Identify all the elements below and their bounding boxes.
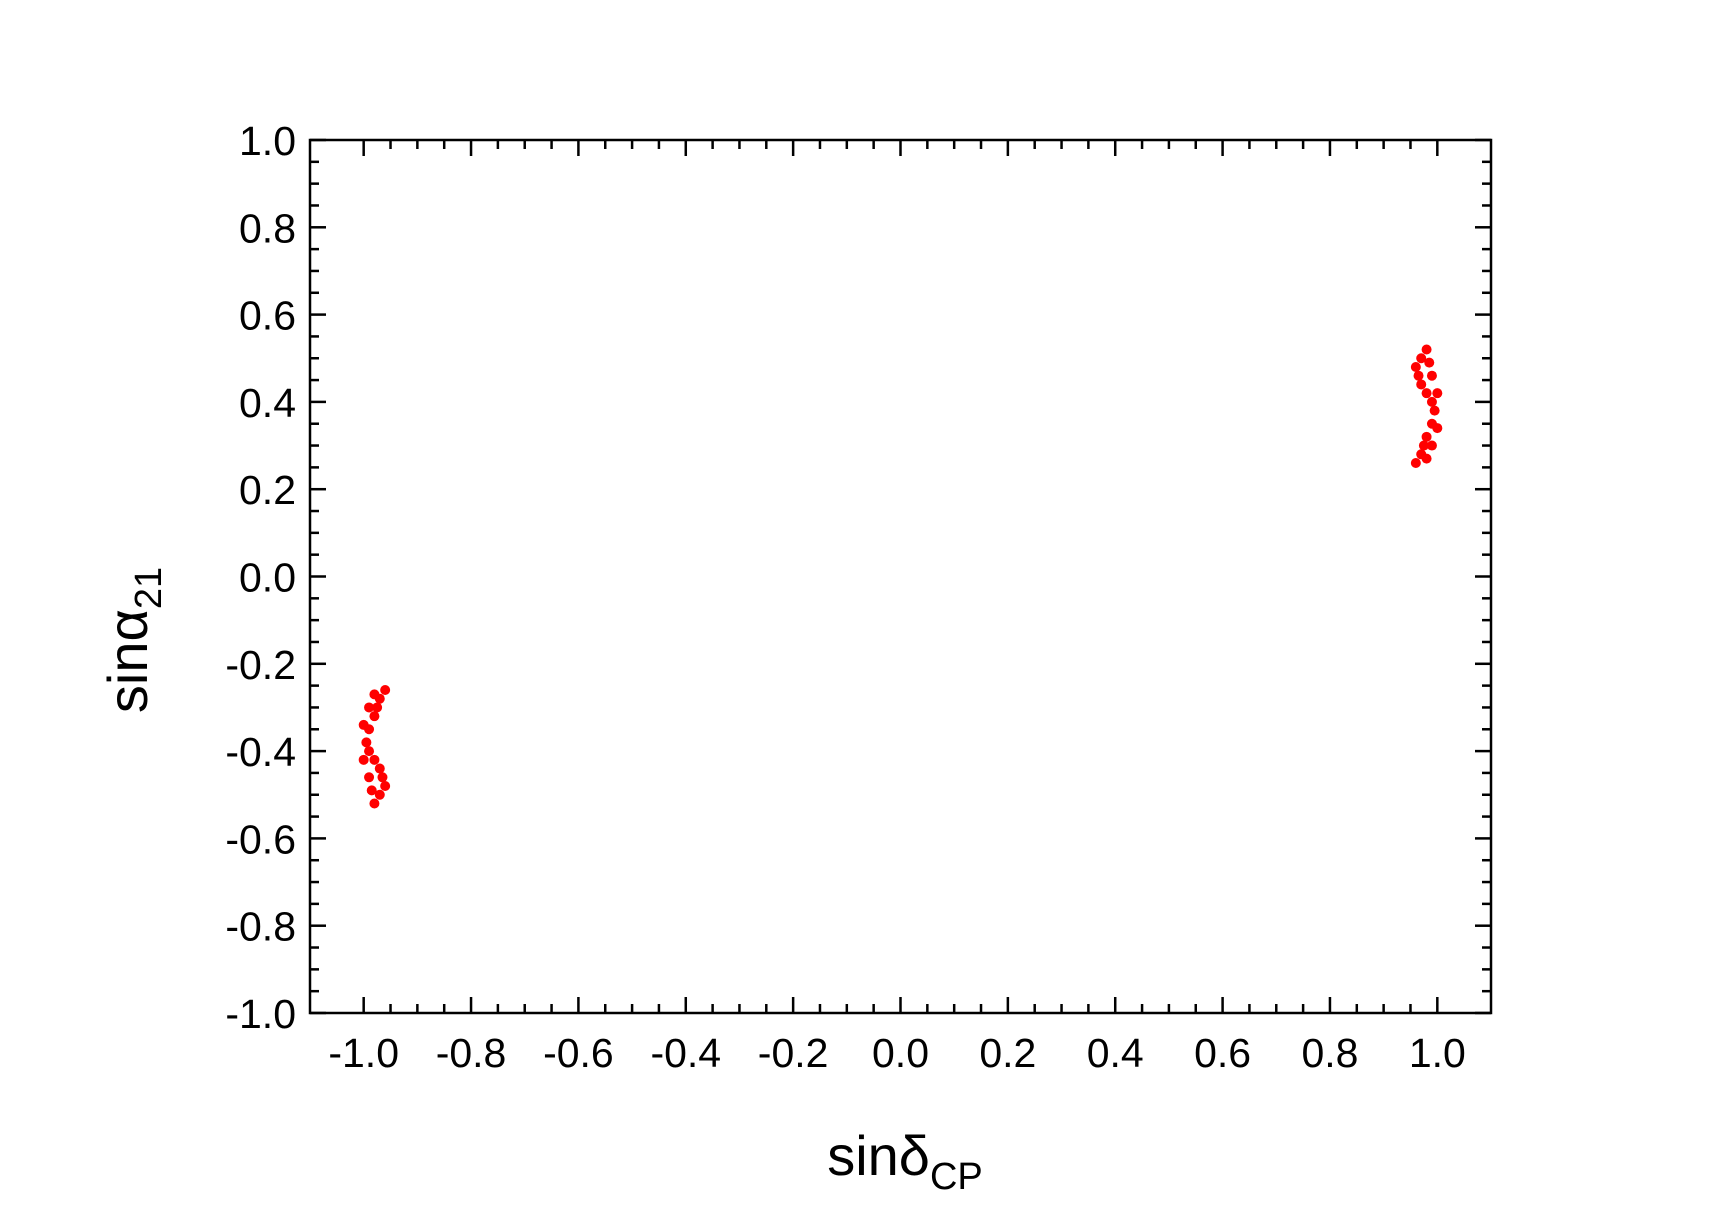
point (1416, 379, 1427, 390)
y-tick-label: -0.6 (225, 816, 296, 862)
point (1426, 396, 1437, 407)
point (380, 781, 391, 792)
point (364, 702, 375, 713)
point (1421, 344, 1432, 355)
point (361, 737, 372, 748)
point (1432, 388, 1443, 399)
point (1410, 361, 1421, 372)
point (1421, 453, 1432, 464)
plot-frame (308, 138, 1493, 1015)
point (374, 789, 385, 800)
x-tick-label: -0.4 (650, 1030, 721, 1076)
x-tick-label: -1.0 (328, 1030, 399, 1076)
x-tick-label: 0.4 (1087, 1030, 1144, 1076)
y-tick-label: -0.4 (225, 729, 296, 775)
point (369, 798, 380, 809)
point (366, 785, 377, 796)
point (369, 711, 380, 722)
x-tick-label: 0.2 (979, 1030, 1036, 1076)
point (377, 772, 388, 783)
y-tick-label: 0.0 (239, 555, 296, 601)
point (369, 689, 380, 700)
point (1418, 440, 1429, 451)
y-tick-label: -0.8 (225, 904, 296, 950)
y-axis-label: sinα21 (96, 567, 170, 713)
point (1413, 370, 1424, 381)
point (1432, 423, 1443, 434)
y-tick-label: 0.2 (239, 467, 296, 513)
point (1426, 440, 1437, 451)
point (372, 702, 383, 713)
point (1424, 357, 1435, 368)
point (1426, 370, 1437, 381)
x-axis-label: sinδCP (827, 1124, 983, 1198)
point (380, 684, 391, 695)
x-tick-label: 1.0 (1409, 1030, 1466, 1076)
point (1429, 405, 1440, 416)
point (369, 754, 380, 765)
point (364, 772, 375, 783)
x-tick-label: 0.0 (872, 1030, 929, 1076)
point (1416, 353, 1427, 364)
x-tick-label: -0.2 (758, 1030, 829, 1076)
point (374, 763, 385, 774)
point (1410, 458, 1421, 469)
y-tick-label: 1.0 (239, 118, 296, 164)
point (1421, 431, 1432, 442)
x-tick-label: -0.6 (543, 1030, 614, 1076)
y-axis-label-text: sinα (96, 609, 159, 713)
x-tick-label: 0.6 (1194, 1030, 1251, 1076)
point (1421, 388, 1432, 399)
x-axis-label-sub: CP (930, 1156, 983, 1198)
y-tick-label: -0.2 (225, 642, 296, 688)
point (358, 754, 369, 765)
y-axis-label-sub: 21 (128, 567, 170, 609)
x-tick-label: 0.8 (1301, 1030, 1358, 1076)
point (364, 746, 375, 757)
y-tick-label: 0.8 (239, 205, 296, 251)
y-tick-label: 0.4 (239, 380, 296, 426)
y-tick-label: 0.6 (239, 293, 296, 339)
y-tick-label: -1.0 (225, 991, 296, 1037)
x-tick-label: -0.8 (436, 1030, 507, 1076)
x-axis-label-text: sinδ (827, 1124, 930, 1187)
point (358, 719, 369, 730)
